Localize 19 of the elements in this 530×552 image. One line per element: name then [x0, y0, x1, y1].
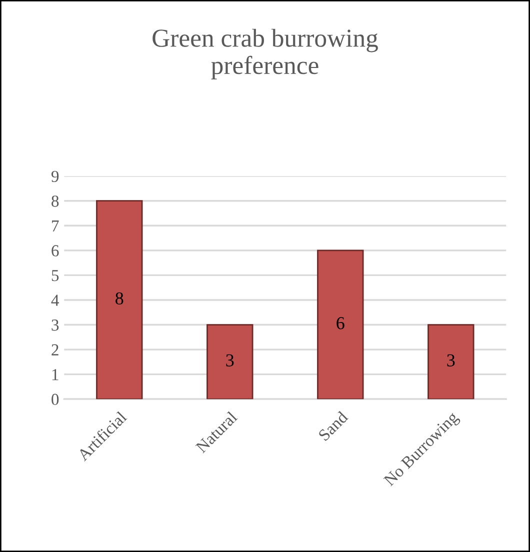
- y-tick-label: 8: [52, 196, 59, 207]
- bar: [317, 250, 364, 400]
- data-label: 3: [447, 354, 455, 366]
- y-tick-label: 6: [52, 245, 59, 256]
- y-tick-label: 0: [52, 394, 59, 406]
- bar: [428, 324, 474, 400]
- y-tick-label: 5: [52, 270, 59, 282]
- data-label: 6: [336, 317, 344, 330]
- bar: [96, 200, 143, 400]
- y-tick-label: 2: [52, 344, 58, 356]
- data-label: 8: [116, 292, 124, 304]
- y-tick-label: 4: [51, 294, 60, 306]
- data-label: 3: [226, 354, 234, 366]
- y-tick-label: 9: [51, 170, 59, 182]
- y-tick-label: 3: [52, 320, 59, 331]
- y-tick-label: 7: [52, 220, 59, 232]
- chart-title: Green crab burrowing preference: [152, 28, 378, 80]
- y-tick-label: 1: [52, 369, 58, 380]
- bar: [206, 324, 254, 400]
